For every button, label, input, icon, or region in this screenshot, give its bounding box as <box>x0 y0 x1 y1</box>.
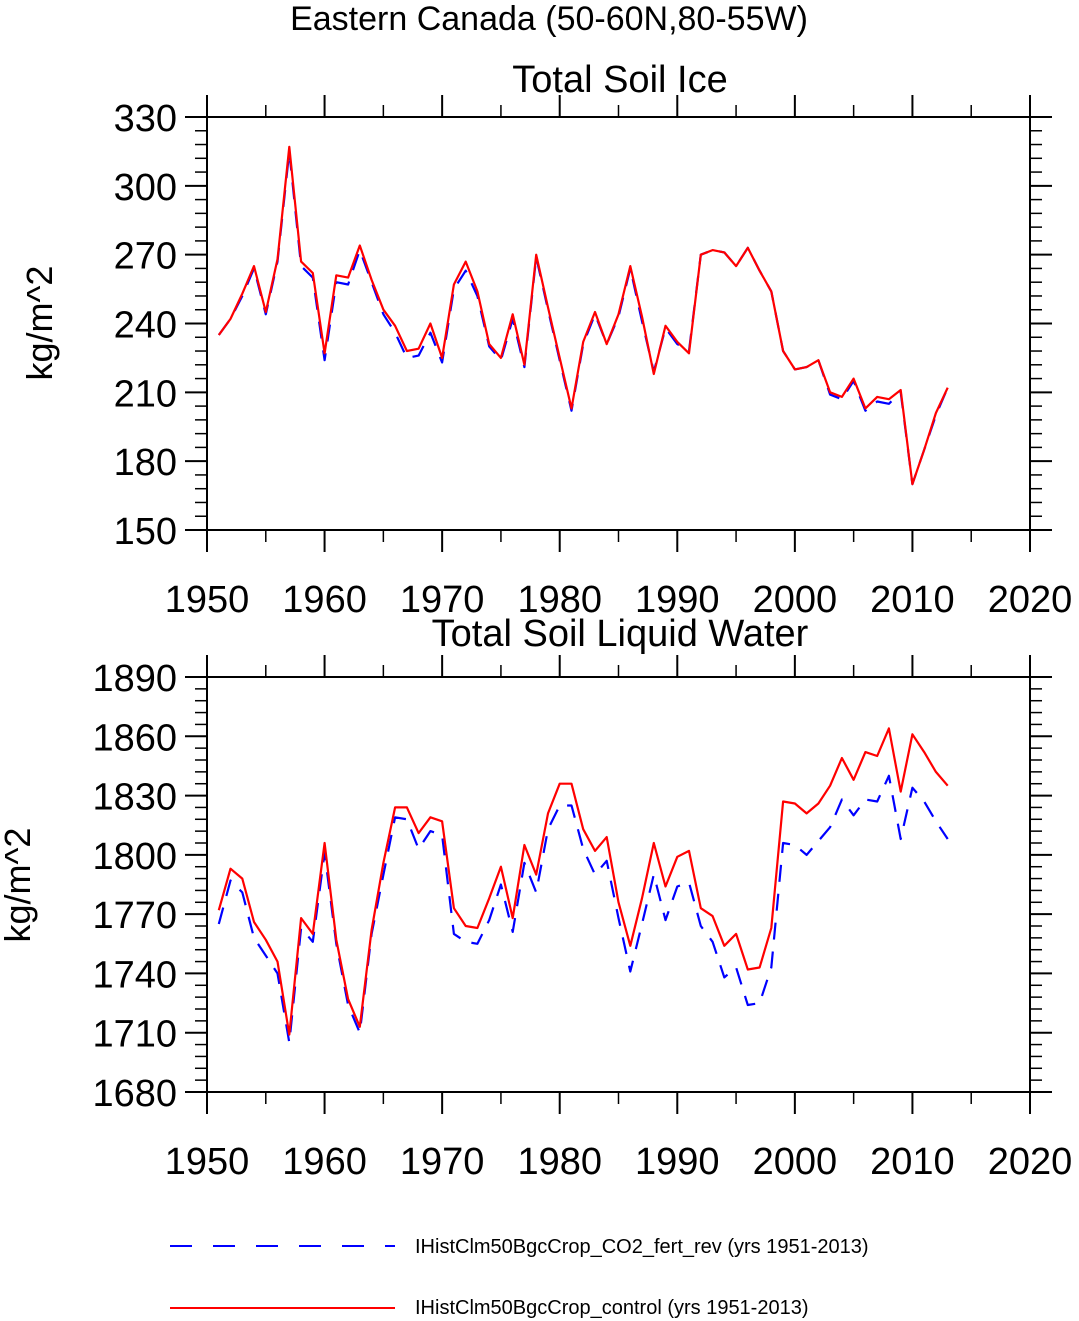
x-tick-label: 1990 <box>635 1141 720 1183</box>
x-tick-label: 2000 <box>753 1141 838 1183</box>
y-tick-label: 150 <box>114 511 177 553</box>
y-tick-label: 240 <box>114 305 177 347</box>
x-tick-label: 1950 <box>165 1141 250 1183</box>
axes: 150 180 210 240 270 300 330 1950 1960 1970 1980 199… <box>114 95 1073 621</box>
series-line-co2-fert <box>217 150 949 486</box>
x-tick-label: 2010 <box>870 1141 955 1183</box>
series-line-control <box>217 145 949 486</box>
x-tick-label: 1990 <box>635 579 720 621</box>
y-axis-label: kg/m^2 <box>19 266 60 381</box>
x-tick-label: 2020 <box>988 1141 1073 1183</box>
panel-total-soil-ice: Total Soil Ice kg/m^2 150 180 210 240 270 300… <box>19 59 1072 621</box>
series-line-control <box>217 727 949 1036</box>
panel-title: Total Soil Liquid Water <box>432 613 809 655</box>
legend-label-co2-fert: IHistClm50BgcCrop_CO2_fert_rev (yrs 1951… <box>415 1236 869 1258</box>
x-tick-label: 1970 <box>400 1141 485 1183</box>
y-tick-label: 1830 <box>92 777 177 819</box>
legend: IHistClm50BgcCrop_CO2_fert_rev (yrs 1951… <box>170 1236 869 1319</box>
y-tick-label: 1860 <box>92 717 177 759</box>
x-tick-label: 1950 <box>165 579 250 621</box>
y-tick-label: 270 <box>114 236 177 278</box>
plot-frame <box>206 116 1031 531</box>
y-axis-label: kg/m^2 <box>0 828 38 943</box>
x-tick-label: 2010 <box>870 579 955 621</box>
axes: 1680 1710 1740 1770 1800 1830 1860 1890 1950 1960… <box>92 655 1072 1183</box>
y-tick-label: 1770 <box>92 895 177 937</box>
x-tick-label: 1980 <box>517 1141 602 1183</box>
x-tick-label: 1980 <box>517 579 602 621</box>
series-layer <box>217 145 949 486</box>
y-tick-label: 1680 <box>92 1073 177 1115</box>
y-tick-label: 210 <box>114 373 177 415</box>
series-line-co2-fert <box>217 774 949 1044</box>
y-tick-label: 300 <box>114 167 177 209</box>
x-tick-label: 1970 <box>400 579 485 621</box>
y-tick-label: 330 <box>114 98 177 140</box>
x-tick-label: 2000 <box>753 579 838 621</box>
y-tick-label: 1890 <box>92 658 177 700</box>
series-layer <box>217 727 949 1044</box>
y-tick-label: 1800 <box>92 836 177 878</box>
panel-title: Total Soil Ice <box>512 59 727 101</box>
x-tick-label: 1960 <box>282 1141 367 1183</box>
figure-title: Eastern Canada (50-60N,80-55W) <box>290 0 808 38</box>
y-tick-label: 180 <box>114 442 177 484</box>
y-tick-label: 1740 <box>92 954 177 996</box>
legend-label-control: IHistClm50BgcCrop_control (yrs 1951-2013… <box>415 1297 809 1319</box>
panel-total-soil-liquid-water: Total Soil Liquid Water kg/m^2 168017101… <box>0 613 1072 1183</box>
x-tick-label: 2020 <box>988 579 1073 621</box>
x-tick-label: 1960 <box>282 579 367 621</box>
y-tick-label: 1710 <box>92 1014 177 1056</box>
